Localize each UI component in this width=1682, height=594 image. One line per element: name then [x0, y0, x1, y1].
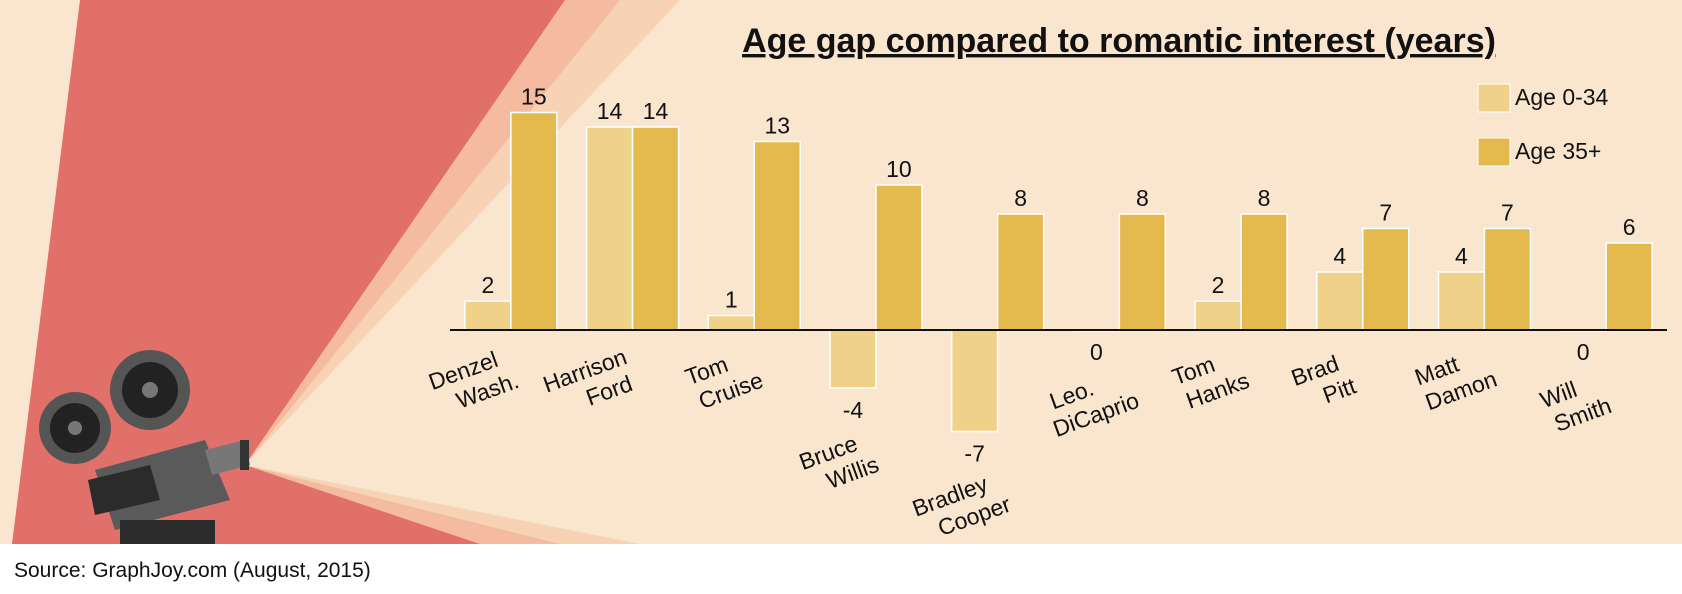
bar	[753, 140, 801, 331]
value-label: 4	[1455, 243, 1468, 269]
value-label: 14	[643, 98, 669, 124]
value-label: -7	[964, 441, 984, 467]
bar	[631, 126, 680, 331]
bar	[1362, 227, 1410, 331]
value-label: 1	[725, 287, 738, 313]
bar	[1316, 271, 1364, 331]
bar	[464, 300, 512, 331]
bar	[1118, 213, 1167, 331]
x-tick-label: BradPitt	[1288, 347, 1360, 416]
value-label: 14	[597, 98, 623, 124]
value-label: 2	[1212, 272, 1225, 298]
value-label: 2	[481, 272, 494, 298]
projector	[39, 350, 250, 544]
bar	[1437, 271, 1486, 331]
value-label: -4	[843, 397, 864, 423]
bar	[1240, 213, 1288, 331]
legend-swatch	[1477, 137, 1511, 167]
value-label: 15	[521, 84, 547, 110]
value-label: 4	[1333, 243, 1346, 269]
value-label: 13	[764, 113, 790, 139]
value-label: 8	[1258, 185, 1271, 211]
value-label: 10	[886, 156, 912, 182]
bar	[585, 126, 634, 331]
bar	[1483, 227, 1532, 331]
value-label: 8	[1136, 185, 1149, 211]
value-label: 0	[1090, 339, 1103, 365]
legend-swatch	[1477, 83, 1511, 113]
bar	[875, 184, 923, 331]
beam	[245, 465, 640, 544]
bar	[1605, 242, 1653, 331]
legend-label: Age 0-34	[1515, 84, 1609, 110]
bar	[707, 314, 755, 331]
source: Source: GraphJoy.com (August, 2015)	[14, 559, 371, 582]
value-label: 7	[1501, 200, 1514, 226]
bar	[829, 329, 877, 389]
bar	[950, 329, 999, 433]
beam	[245, 465, 560, 544]
bar	[996, 213, 1045, 331]
value-label: 7	[1379, 200, 1392, 226]
value-label: 8	[1014, 185, 1027, 211]
chart-title: Age gap compared to romantic interest (y…	[742, 22, 1496, 60]
beam	[245, 0, 680, 465]
bar	[1194, 300, 1242, 331]
value-label: 0	[1577, 339, 1590, 365]
bar	[510, 111, 558, 331]
legend-label: Age 35+	[1515, 138, 1601, 164]
value-label: 6	[1623, 214, 1636, 240]
